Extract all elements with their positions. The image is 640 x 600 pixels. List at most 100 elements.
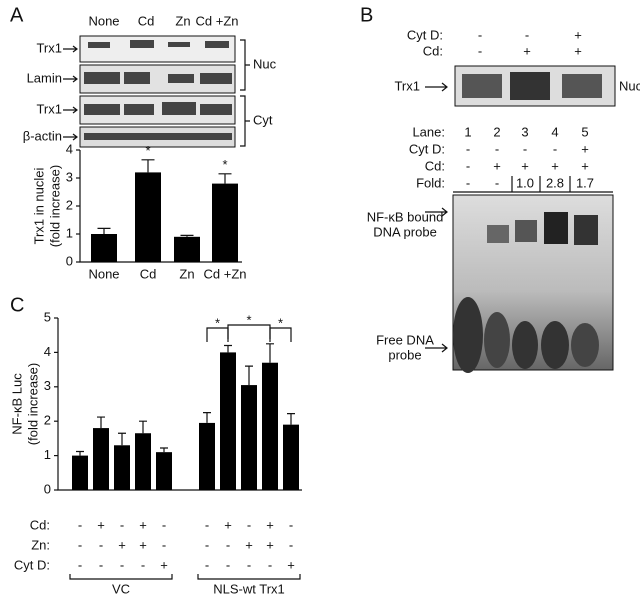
y-tick-label: 2: [66, 197, 73, 212]
y-axis-label: NF-κB Luc: [9, 373, 24, 435]
condition-label: Cyt D:: [407, 27, 443, 42]
condition-sign: +: [574, 43, 582, 58]
comparison-star: *: [278, 315, 283, 330]
blot-group: Nuc: [253, 56, 277, 71]
condition-sign: +: [493, 158, 501, 173]
x-tick-label: Cd +Zn: [204, 266, 247, 281]
treatment-sign: -: [162, 517, 166, 532]
error-bar: [180, 234, 194, 237]
group-bracket: [69, 574, 173, 580]
treatment-sign: -: [205, 517, 209, 532]
y-tick-label: 3: [44, 378, 51, 393]
treatment-sign: -: [226, 537, 230, 552]
condition-label: Fold:: [416, 175, 445, 190]
y-tick-label: 4: [66, 141, 73, 156]
blot-column: Cd +Zn: [196, 13, 239, 28]
treatment-sign: +: [139, 517, 147, 532]
bar: [241, 385, 257, 490]
treatment-sign: -: [99, 557, 103, 572]
bar: [262, 362, 278, 490]
treatment-sign: -: [289, 517, 293, 532]
bar: [72, 455, 88, 490]
blot-column: Cd: [138, 13, 155, 28]
treatment-sign: -: [247, 517, 251, 532]
panel-label: A: [10, 4, 24, 26]
condition-sign: 1.7: [576, 175, 594, 190]
lane-number: 3: [521, 124, 528, 139]
blot-row: Trx1: [36, 40, 62, 55]
bar: [91, 234, 117, 262]
blot-row: β-actin: [23, 128, 62, 143]
y-tick-label: 2: [44, 413, 51, 428]
blot-group: Cyt: [253, 112, 273, 127]
blot-column: None: [88, 13, 119, 28]
treatment-sign: +: [160, 557, 168, 572]
treatment-sign: +: [224, 517, 232, 532]
bar: [135, 172, 161, 262]
significance: *: [222, 157, 227, 172]
arrow: [63, 75, 78, 83]
treatment-sign: -: [120, 517, 124, 532]
error-bar: [97, 227, 111, 234]
blot-column: Zn: [175, 13, 190, 28]
bar: [220, 352, 236, 490]
comparison-bracket: [269, 327, 292, 342]
treatment-sign: +: [97, 517, 105, 532]
y-tick-label: 0: [66, 253, 73, 268]
condition-sign: -: [525, 27, 529, 42]
condition-sign: -: [495, 175, 499, 190]
blot-a: [79, 35, 250, 148]
bar: [156, 452, 172, 490]
condition-label: Cd:: [423, 43, 443, 58]
group-label: VC: [112, 581, 130, 596]
error-bar: [118, 432, 126, 446]
blot-b: [425, 65, 616, 107]
error-bar: [224, 344, 232, 353]
bar: [135, 433, 151, 490]
blot-row: Trx1: [36, 101, 62, 116]
y-axis-label: (fold increase): [25, 363, 40, 445]
comparison-star: *: [215, 315, 220, 330]
band-label: DNA probe: [373, 224, 437, 239]
error-bar: [97, 416, 105, 429]
condition-sign: -: [466, 175, 470, 190]
condition-sign: -: [466, 158, 470, 173]
bar: [93, 428, 109, 490]
treatment-sign: +: [266, 537, 274, 552]
y-tick-label: 3: [66, 169, 73, 184]
condition-sign: +: [581, 158, 589, 173]
condition-sign: +: [523, 43, 531, 58]
band-label: Free DNA: [376, 332, 434, 347]
panel-label: C: [10, 294, 24, 316]
treatment-sign: -: [78, 537, 82, 552]
lane-number: 2: [493, 124, 500, 139]
significance: *: [145, 143, 150, 158]
y-tick-label: 0: [44, 481, 51, 496]
condition-sign: -: [523, 141, 527, 156]
y-axis-label: Trx1 in nuclei: [31, 167, 46, 244]
blot-row: Trx1: [394, 78, 420, 93]
treatment-sign: -: [226, 557, 230, 572]
y-tick-label: 1: [66, 225, 73, 240]
error-bar: [160, 447, 168, 453]
x-tick-label: Zn: [179, 266, 194, 281]
dynamic: None Cd Zn Cd +ZnTrx1LaminTrx1β-actinNucCyt…: [9, 13, 640, 596]
y-axis-label: (fold increase): [47, 165, 62, 247]
error-bar: [287, 413, 295, 425]
treatment-sign: -: [162, 537, 166, 552]
treatment-sign: +: [266, 517, 274, 532]
arrow: [63, 45, 78, 53]
x-tick-label: None: [88, 266, 119, 281]
treatment-label: Cd:: [30, 517, 50, 532]
x-tick-label: Cd: [140, 266, 157, 281]
error-bar: [245, 365, 253, 386]
condition-sign: +: [574, 27, 582, 42]
condition-sign: +: [581, 141, 589, 156]
band-label: NF-κB bound: [367, 209, 444, 224]
condition-sign: 2.8: [546, 175, 564, 190]
treatment-sign: -: [205, 557, 209, 572]
lane-number: 5: [581, 124, 588, 139]
band-label: probe: [388, 347, 421, 362]
